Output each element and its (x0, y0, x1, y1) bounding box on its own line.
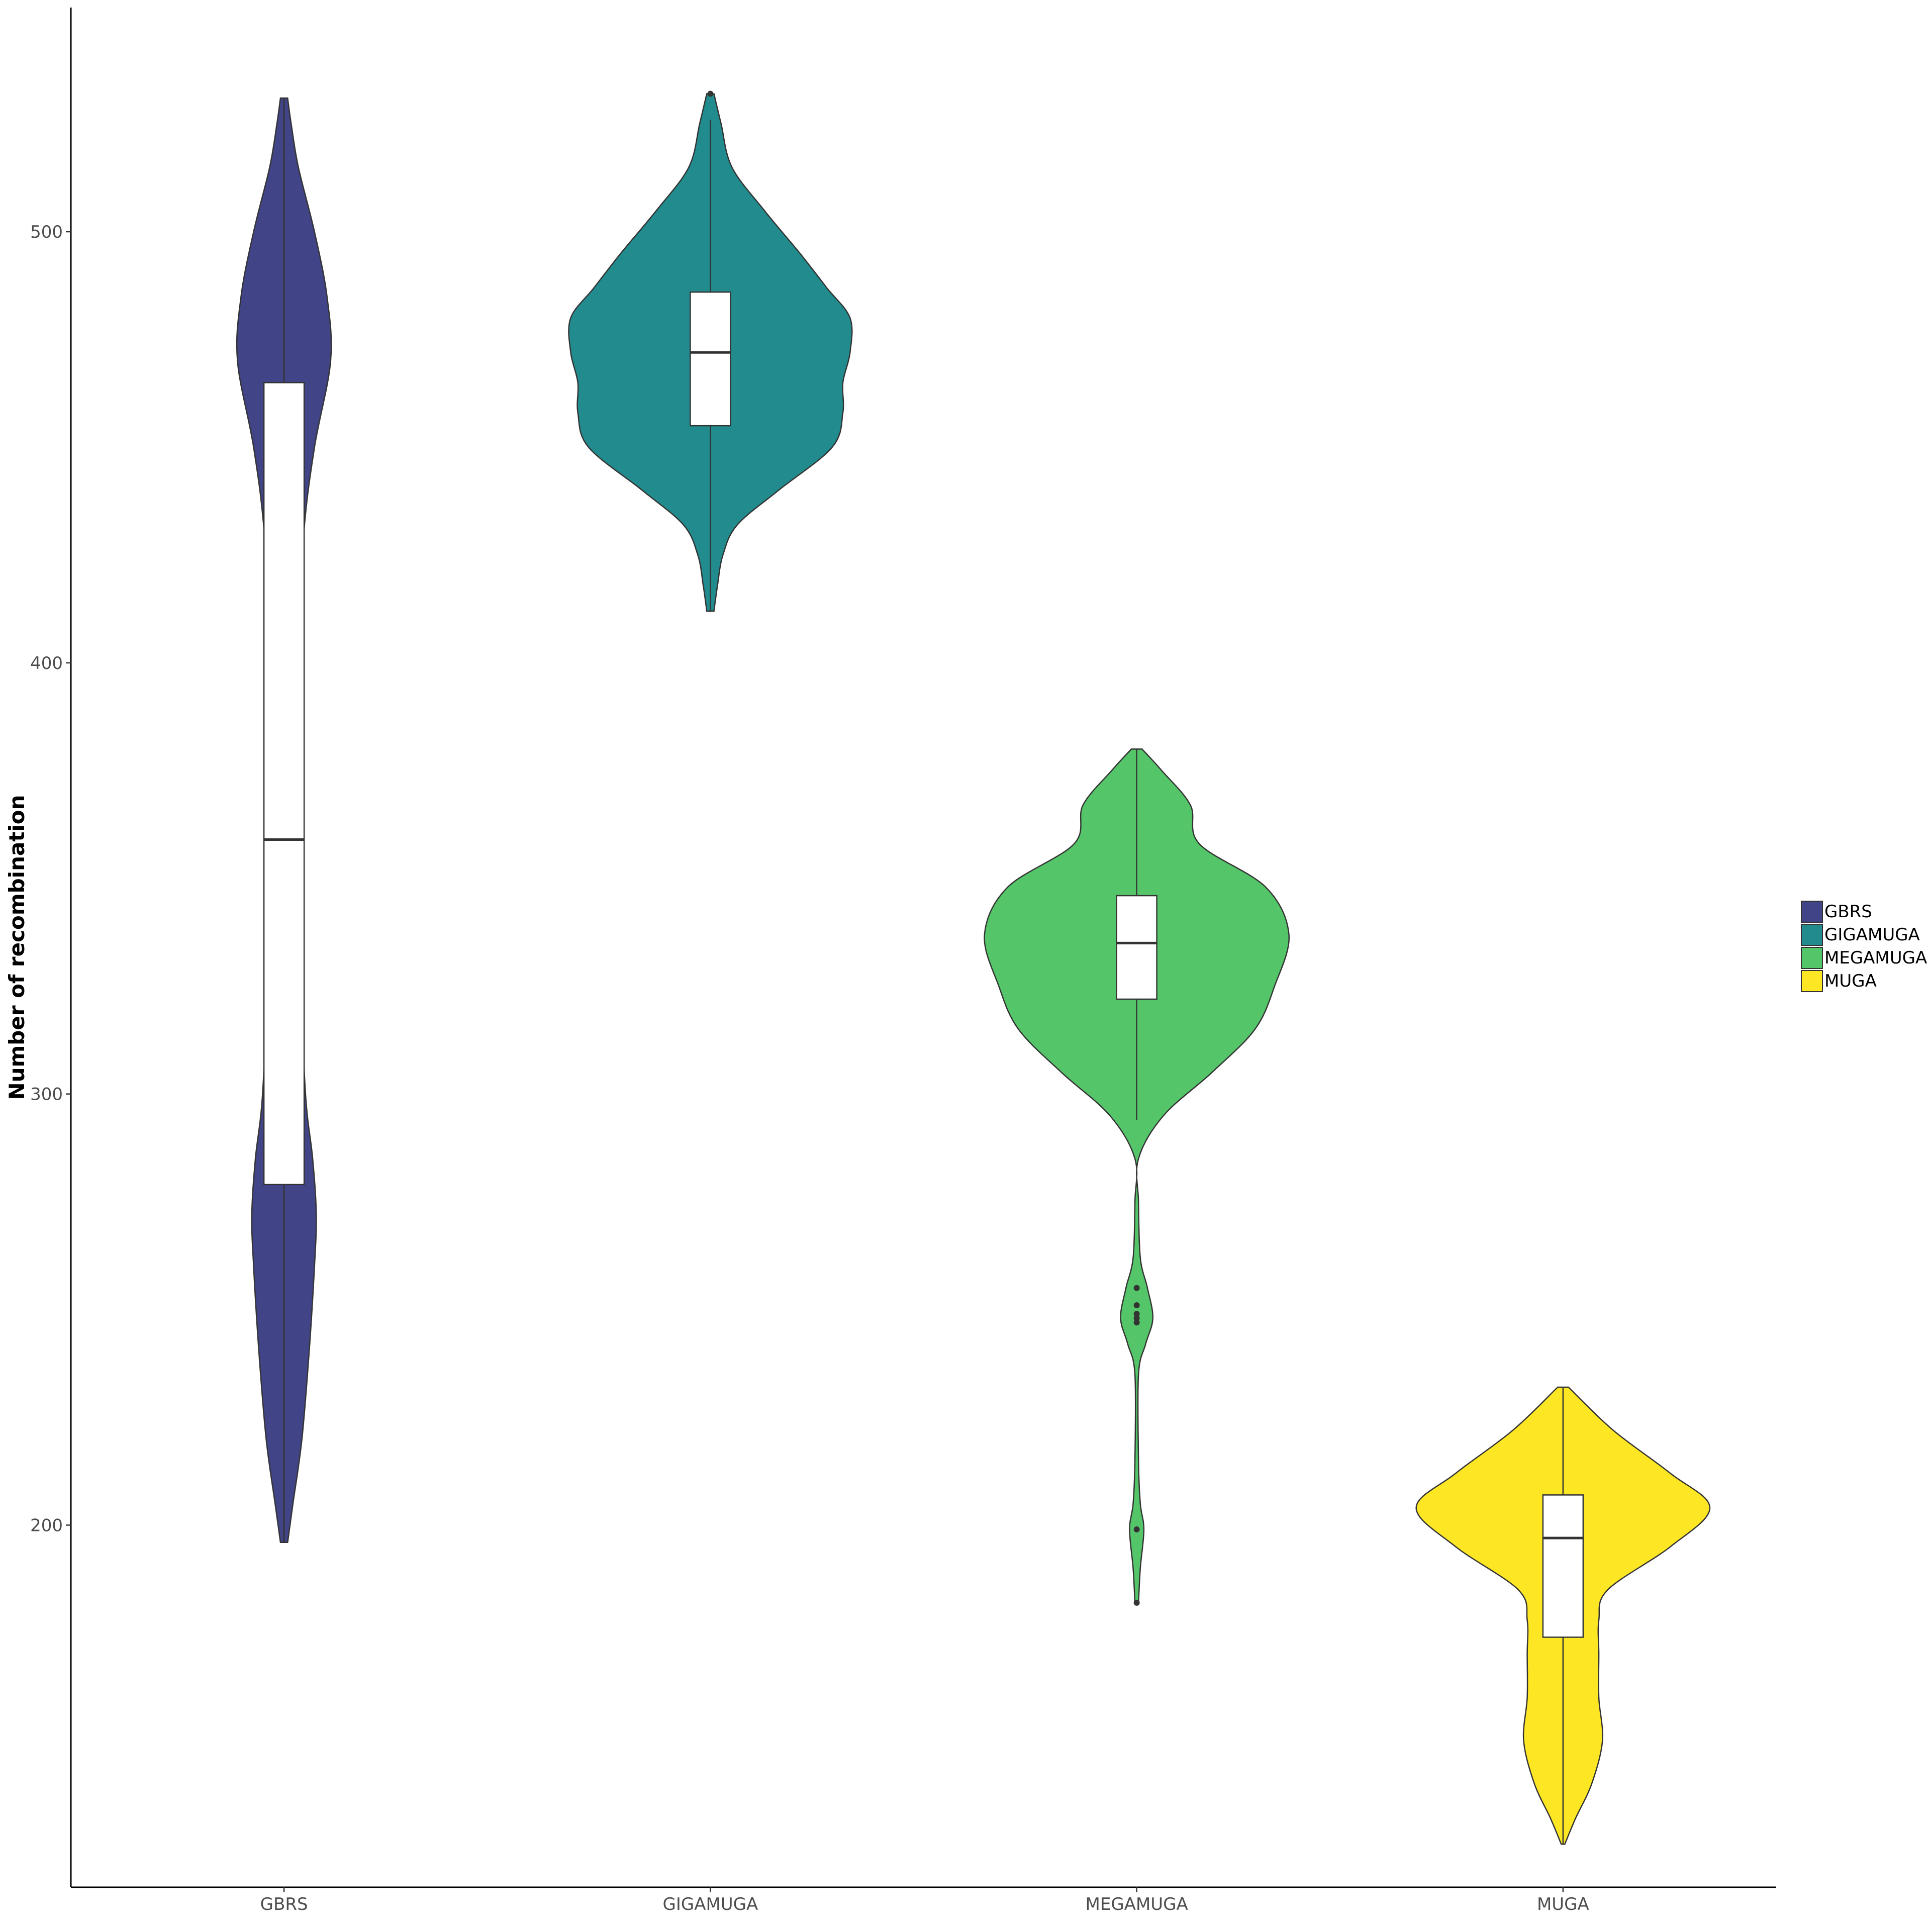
legend-label: GBRS (1824, 902, 1872, 922)
outlier-point (1133, 1319, 1140, 1326)
y-tick-label: 300 (30, 1085, 63, 1105)
violin-megamuga (984, 748, 1290, 1604)
y-tick-label: 500 (30, 222, 63, 242)
legend-label: GIGAMUGA (1824, 925, 1920, 945)
outlier-point (1133, 1285, 1140, 1291)
legend-key-muga (1801, 970, 1823, 992)
x-tick-label: MEGAMUGA (1086, 1894, 1188, 1914)
box-muga (1542, 1494, 1584, 1638)
legend-key-gbrs (1801, 901, 1823, 923)
outlier-point (1133, 1526, 1140, 1533)
legend-label: MUGA (1824, 971, 1877, 991)
y-axis-title: Number of recombination (5, 795, 29, 1100)
x-tick-label: GIGAMUGA (662, 1894, 758, 1914)
box-megamuga (1116, 895, 1157, 1000)
box-gigamuga (690, 291, 731, 427)
x-tick-label: MUGA (1537, 1894, 1589, 1914)
box-gbrs (263, 382, 305, 1186)
axes: 200 300 400 500 GBRS GIGAMUGA MEGAMUGA MUGA (30, 8, 1776, 1914)
x-tick-label: GBRS (260, 1894, 308, 1914)
legend-label: MEGAMUGA (1824, 948, 1927, 968)
outlier-point (1133, 1315, 1140, 1321)
legend: GBRS GIGAMUGA MEGAMUGA MUGA (1801, 901, 1927, 992)
outlier-point (1133, 1599, 1140, 1606)
y-tick-label: 200 (30, 1515, 63, 1535)
legend-key-megamuga (1801, 947, 1823, 969)
outlier-point (707, 90, 714, 97)
outlier-point (1133, 1302, 1140, 1308)
outlier-point (1133, 1311, 1140, 1317)
legend-key-gigamuga (1801, 924, 1823, 946)
y-tick-label: 400 (30, 653, 63, 673)
plot-area (236, 90, 1711, 1845)
